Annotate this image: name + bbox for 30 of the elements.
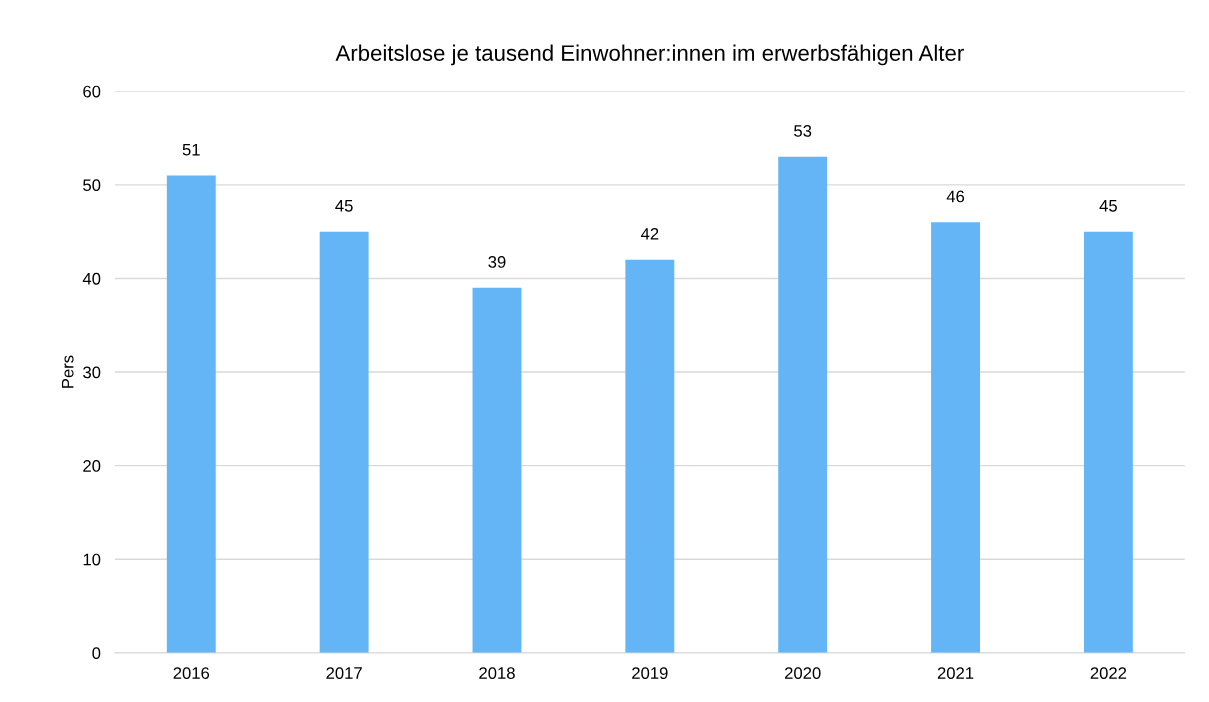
bar xyxy=(778,156,828,653)
x-tick-label: 2018 xyxy=(479,667,515,679)
y-axis-title: Pers xyxy=(61,355,74,388)
data-label: 39 xyxy=(488,256,506,268)
x-tick-label: 2016 xyxy=(173,667,210,679)
data-label: 42 xyxy=(640,227,659,240)
y-tick-label: 0 xyxy=(92,647,101,660)
y-tick-label: 60 xyxy=(83,85,101,98)
data-label: 51 xyxy=(182,143,200,156)
bar xyxy=(931,222,980,653)
x-tick-label: 2021 xyxy=(937,667,974,679)
x-tick-label: 2020 xyxy=(784,667,821,679)
bar xyxy=(472,287,522,653)
data-label: 46 xyxy=(946,190,965,203)
y-tick-label: 20 xyxy=(83,460,101,472)
data-label: 53 xyxy=(794,125,812,137)
bar xyxy=(319,231,369,653)
y-tick-label: 10 xyxy=(83,553,101,566)
bar xyxy=(1083,231,1133,653)
x-tick-label: 2019 xyxy=(632,667,668,679)
x-tick-label: 2022 xyxy=(1090,667,1127,679)
y-tick-label: 50 xyxy=(83,179,101,192)
bar xyxy=(166,175,216,653)
data-label: 45 xyxy=(1099,200,1117,212)
x-tick-label: 2017 xyxy=(326,667,362,679)
y-tick-label: 40 xyxy=(82,272,101,285)
chart-title: Arbeitslose je tausend Einwohner:innen im erwerbsfähigen Alter xyxy=(335,44,964,66)
data-label: 45 xyxy=(335,200,353,212)
y-tick-label: 30 xyxy=(83,366,101,379)
bar xyxy=(625,259,675,653)
